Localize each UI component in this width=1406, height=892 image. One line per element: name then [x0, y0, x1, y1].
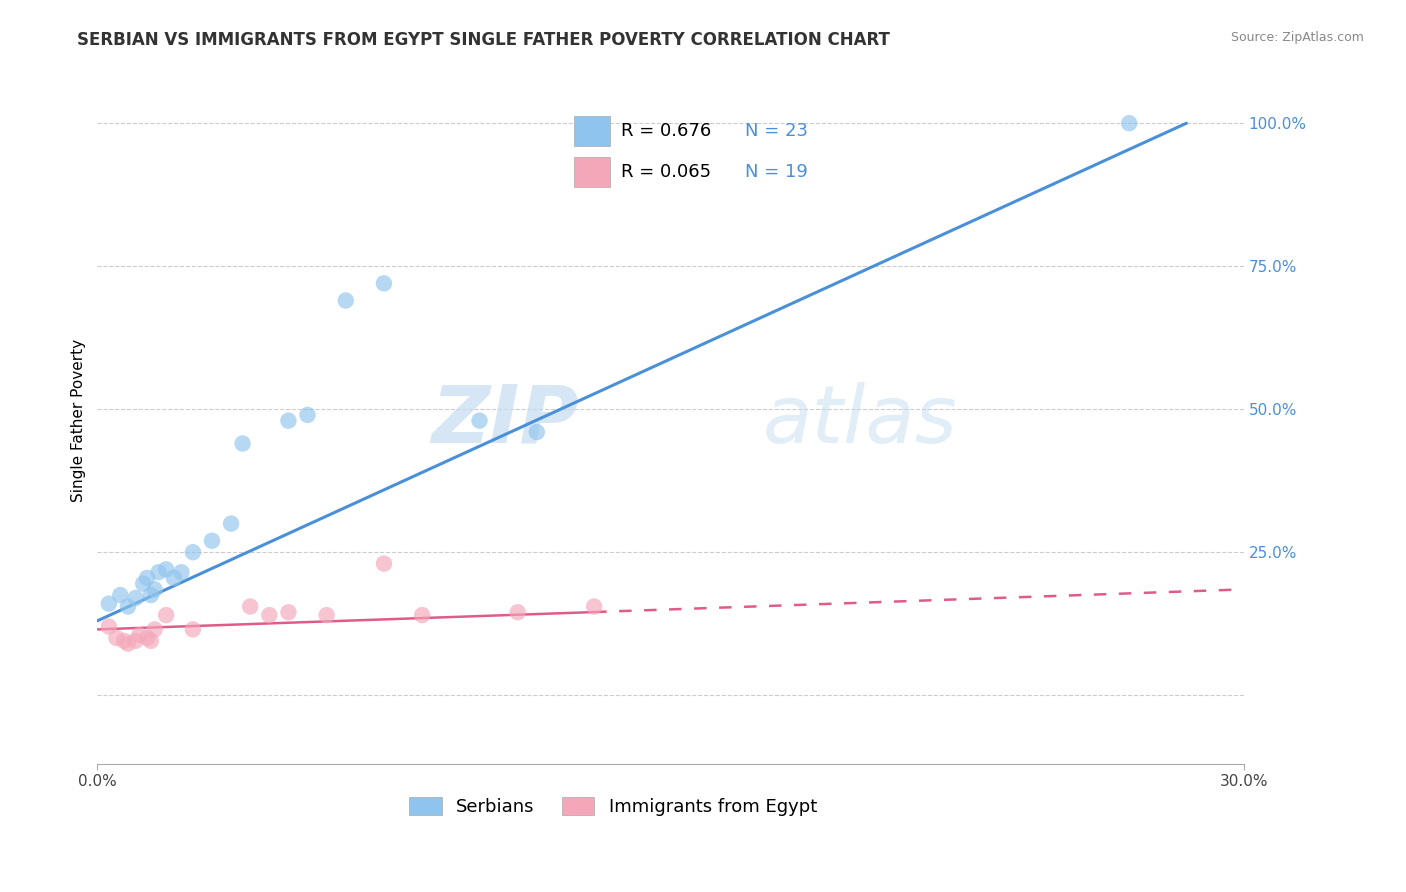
Point [373, 557, 395, 571]
Point [468, 414, 491, 428]
Point [143, 623, 166, 637]
Point [259, 608, 281, 623]
Text: N = 19: N = 19 [745, 163, 808, 181]
Y-axis label: Single Father Poverty: Single Father Poverty [72, 339, 86, 502]
Point [583, 599, 606, 614]
FancyBboxPatch shape [574, 116, 610, 146]
Point [181, 623, 204, 637]
Point [136, 571, 159, 585]
Point [181, 545, 204, 559]
Point [297, 408, 319, 422]
Point [105, 631, 128, 645]
Point [411, 608, 433, 623]
Point [112, 633, 135, 648]
Text: ZIP: ZIP [432, 382, 579, 459]
Point [232, 436, 254, 450]
Text: N = 23: N = 23 [745, 122, 808, 140]
Point [117, 599, 139, 614]
Legend: Serbians, Immigrants from Egypt: Serbians, Immigrants from Egypt [402, 789, 824, 823]
Point [526, 425, 548, 439]
Text: SERBIAN VS IMMIGRANTS FROM EGYPT SINGLE FATHER POVERTY CORRELATION CHART: SERBIAN VS IMMIGRANTS FROM EGYPT SINGLE … [77, 31, 890, 49]
Point [155, 608, 177, 623]
Point [97, 597, 120, 611]
Point [506, 605, 529, 619]
Point [163, 571, 186, 585]
Text: R = 0.065: R = 0.065 [621, 163, 711, 181]
Point [117, 637, 139, 651]
Point [219, 516, 242, 531]
Point [136, 631, 159, 645]
Point [128, 628, 150, 642]
Point [155, 562, 177, 576]
Point [373, 277, 395, 291]
Point [143, 582, 166, 597]
Point [239, 599, 262, 614]
Point [277, 605, 299, 619]
Point [1118, 116, 1140, 130]
Point [315, 608, 337, 623]
Point [132, 576, 155, 591]
Point [110, 588, 132, 602]
Point [277, 414, 299, 428]
Point [201, 533, 224, 548]
Point [170, 565, 193, 579]
FancyBboxPatch shape [574, 157, 610, 187]
Text: atlas: atlas [762, 382, 957, 459]
Point [124, 633, 146, 648]
Point [97, 619, 120, 633]
Text: R = 0.676: R = 0.676 [621, 122, 711, 140]
Point [148, 565, 170, 579]
Point [335, 293, 357, 308]
Point [139, 588, 162, 602]
Text: Source: ZipAtlas.com: Source: ZipAtlas.com [1230, 31, 1364, 45]
Point [139, 633, 162, 648]
Point [124, 591, 146, 605]
